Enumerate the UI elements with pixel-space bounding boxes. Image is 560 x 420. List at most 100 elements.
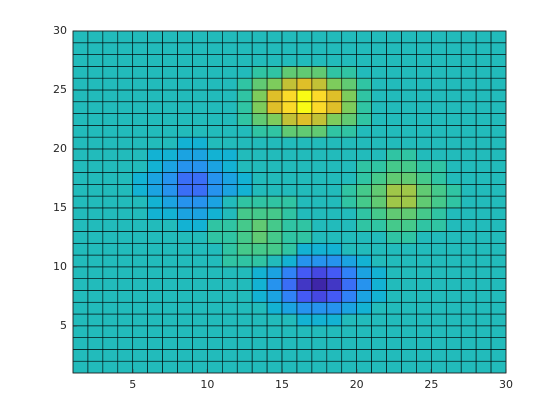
cell — [162, 148, 178, 162]
cell — [117, 184, 134, 197]
cell — [117, 113, 134, 126]
cell — [475, 337, 492, 350]
cell — [296, 231, 313, 244]
cell — [311, 325, 328, 338]
cell — [281, 101, 298, 114]
cell — [356, 101, 372, 114]
cell — [311, 313, 328, 327]
cell — [147, 219, 163, 232]
cell — [371, 77, 387, 91]
cell — [117, 254, 134, 268]
cell — [266, 231, 283, 244]
y-tick-label: 25 — [53, 83, 67, 96]
cell — [222, 77, 238, 91]
cell — [356, 313, 372, 327]
cell — [356, 290, 372, 303]
cell — [296, 242, 313, 256]
cell — [102, 42, 119, 55]
cell — [192, 207, 208, 220]
cell — [281, 66, 298, 79]
cell — [132, 30, 148, 44]
cell — [475, 160, 492, 173]
cell — [401, 337, 417, 350]
cell — [251, 89, 268, 103]
cell — [475, 172, 492, 185]
cell — [445, 125, 462, 138]
cell — [72, 66, 89, 79]
cell — [147, 160, 163, 173]
cell — [251, 325, 268, 338]
cell — [192, 301, 208, 315]
cell — [296, 101, 313, 114]
cell — [192, 148, 208, 162]
cell — [311, 219, 328, 232]
cell — [431, 42, 447, 55]
cell — [490, 219, 507, 232]
cell — [236, 266, 253, 279]
cell — [445, 360, 462, 374]
cell — [296, 360, 313, 374]
cell — [490, 30, 507, 44]
cell — [416, 349, 432, 362]
cell — [431, 30, 447, 44]
cell — [386, 125, 402, 138]
cell — [475, 66, 492, 79]
cell — [162, 89, 178, 103]
cell — [207, 219, 223, 232]
cell — [445, 242, 462, 256]
cell — [266, 125, 283, 138]
cell — [147, 231, 163, 244]
cell — [326, 89, 343, 103]
x-tick-label: 15 — [275, 378, 289, 391]
cell — [311, 195, 328, 209]
cell — [401, 349, 417, 362]
cell — [341, 172, 357, 185]
cell — [177, 266, 193, 279]
cell — [117, 148, 134, 162]
cell — [445, 113, 462, 126]
cell — [386, 325, 402, 338]
cell — [371, 349, 387, 362]
cell — [475, 136, 492, 150]
cell — [251, 195, 268, 209]
cell — [386, 89, 402, 103]
cell — [177, 290, 193, 303]
cell — [445, 337, 462, 350]
cell — [371, 160, 387, 173]
cell — [431, 184, 447, 197]
cell — [192, 278, 208, 291]
cell — [490, 349, 507, 362]
cell — [222, 148, 238, 162]
cell — [401, 89, 417, 103]
cell — [147, 77, 163, 91]
cell — [72, 125, 89, 138]
cell — [177, 148, 193, 162]
cell — [117, 290, 134, 303]
cell — [475, 148, 492, 162]
cell — [177, 30, 193, 44]
cell — [475, 184, 492, 197]
cell — [326, 219, 343, 232]
cell — [311, 148, 328, 162]
cell — [117, 301, 134, 315]
cell — [102, 125, 119, 138]
cell — [326, 325, 343, 338]
cell — [296, 77, 313, 91]
cell — [102, 325, 119, 338]
cell — [162, 266, 178, 279]
cell — [475, 42, 492, 55]
cell — [87, 349, 104, 362]
y-tick-label: 5 — [60, 319, 67, 332]
cell — [207, 337, 223, 350]
cell — [490, 184, 507, 197]
cell — [416, 77, 432, 91]
cell — [222, 219, 238, 232]
cell — [251, 54, 268, 67]
cell — [132, 77, 148, 91]
cell — [236, 337, 253, 350]
cell — [222, 349, 238, 362]
cell — [266, 278, 283, 291]
cell — [222, 360, 238, 374]
cell — [132, 325, 148, 338]
cell — [72, 349, 89, 362]
